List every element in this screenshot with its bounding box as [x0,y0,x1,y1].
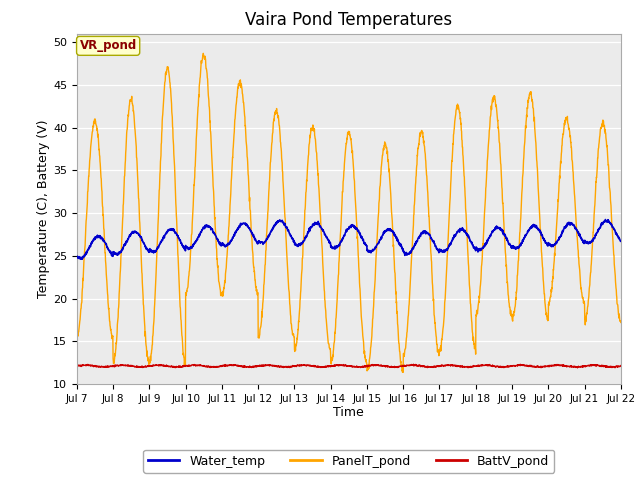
BattV_pond [365,363,372,369]
BattV_pond [573,365,581,371]
PanelT_pond [225,225,232,230]
Legend: Water_temp, PanelT_pond, BattV_pond: Water_temp, PanelT_pond, BattV_pond [143,450,554,473]
Water_temp [78,256,86,262]
Water_temp [584,240,592,246]
PanelT_pond [617,320,625,325]
Line: Water_temp: Water_temp [77,219,621,259]
Water_temp [365,248,372,253]
PanelT_pond [200,50,207,56]
BattV_pond [617,363,625,369]
Title: Vaira Pond Temperatures: Vaira Pond Temperatures [245,11,452,29]
BattV_pond [507,363,515,369]
Water_temp [507,244,515,250]
BattV_pond [584,363,592,369]
Water_temp [617,238,625,244]
PanelT_pond [399,370,406,375]
BattV_pond [569,364,577,370]
Y-axis label: Temperature (C), Battery (V): Temperature (C), Battery (V) [37,120,50,298]
BattV_pond [225,362,232,368]
Line: PanelT_pond: PanelT_pond [77,53,621,372]
BattV_pond [410,361,417,367]
X-axis label: Time: Time [333,407,364,420]
Line: BattV_pond: BattV_pond [77,364,621,368]
PanelT_pond [570,169,577,175]
BattV_pond [73,363,81,369]
Water_temp [569,222,577,228]
Text: VR_pond: VR_pond [79,39,137,52]
Water_temp [225,240,232,246]
BattV_pond [376,362,384,368]
PanelT_pond [73,331,81,337]
Water_temp [602,216,609,222]
PanelT_pond [584,298,592,303]
Water_temp [376,237,384,242]
PanelT_pond [365,361,372,367]
PanelT_pond [508,313,515,319]
Water_temp [73,254,81,260]
PanelT_pond [376,180,384,185]
